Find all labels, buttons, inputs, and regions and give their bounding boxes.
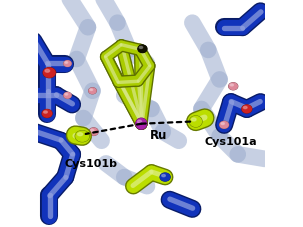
Ellipse shape — [191, 118, 196, 121]
Text: Ru: Ru — [150, 129, 168, 142]
Text: Cys101b: Cys101b — [64, 159, 117, 169]
Ellipse shape — [76, 131, 88, 141]
Ellipse shape — [89, 128, 98, 135]
Ellipse shape — [89, 88, 96, 94]
Ellipse shape — [220, 121, 229, 128]
Ellipse shape — [64, 61, 71, 67]
Ellipse shape — [221, 123, 224, 125]
Ellipse shape — [42, 109, 52, 118]
Ellipse shape — [138, 120, 142, 123]
Ellipse shape — [229, 83, 238, 90]
Ellipse shape — [160, 173, 170, 181]
Ellipse shape — [64, 61, 71, 66]
Ellipse shape — [78, 133, 83, 136]
Ellipse shape — [189, 116, 202, 127]
Ellipse shape — [230, 84, 233, 86]
Ellipse shape — [45, 69, 50, 72]
Ellipse shape — [136, 119, 146, 129]
Ellipse shape — [91, 129, 94, 131]
Ellipse shape — [220, 122, 228, 128]
Ellipse shape — [65, 94, 68, 95]
Ellipse shape — [162, 175, 165, 177]
Ellipse shape — [243, 106, 247, 109]
Ellipse shape — [89, 128, 98, 135]
Ellipse shape — [89, 88, 96, 94]
Ellipse shape — [42, 110, 52, 117]
Ellipse shape — [190, 116, 201, 126]
Ellipse shape — [44, 68, 55, 77]
Ellipse shape — [90, 89, 93, 91]
Ellipse shape — [139, 46, 143, 48]
Ellipse shape — [161, 173, 170, 181]
Ellipse shape — [242, 105, 252, 113]
Ellipse shape — [43, 68, 55, 78]
Ellipse shape — [229, 83, 237, 89]
Ellipse shape — [65, 62, 68, 63]
Text: Cys101a: Cys101a — [205, 137, 258, 147]
Ellipse shape — [138, 45, 147, 52]
Ellipse shape — [242, 105, 251, 113]
Ellipse shape — [138, 45, 147, 52]
Ellipse shape — [136, 118, 147, 129]
Ellipse shape — [64, 92, 71, 98]
Ellipse shape — [75, 131, 89, 142]
Ellipse shape — [64, 93, 71, 98]
Ellipse shape — [44, 111, 47, 113]
